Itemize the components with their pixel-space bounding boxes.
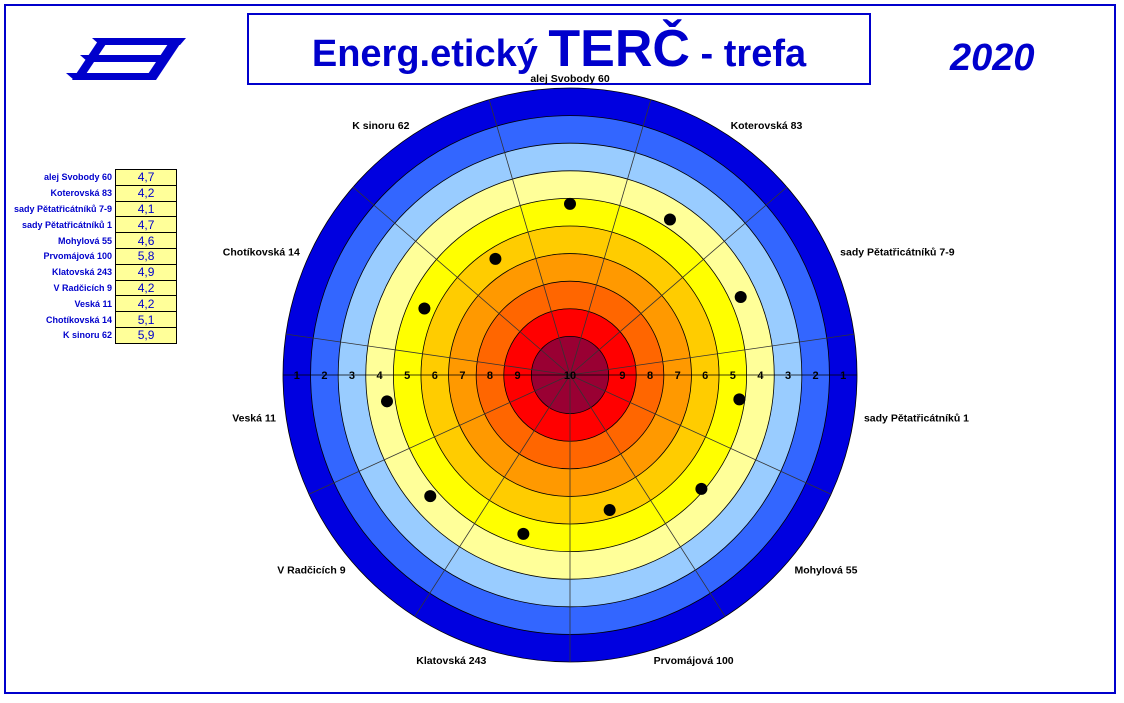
sector-label: Chotíkovská 14 bbox=[223, 247, 300, 259]
hit-marker bbox=[733, 393, 746, 406]
hit-marker bbox=[564, 197, 576, 210]
row-label: Chotíkovská 14 bbox=[46, 314, 113, 325]
hit-marker bbox=[489, 252, 502, 265]
ring-number-label: 6 bbox=[702, 370, 708, 382]
row-label: V Radčicích 9 bbox=[53, 282, 113, 293]
ring-number-label: 2 bbox=[321, 370, 327, 382]
ring-number-label: 3 bbox=[349, 370, 355, 382]
score-table: alej Svobody 60 4,7 Koterovská 83 4,2 sady P… bbox=[14, 169, 178, 344]
ring-number-label: 5 bbox=[404, 370, 410, 382]
sector-divider bbox=[414, 374, 571, 617]
row-label: alej Svobody 60 bbox=[44, 172, 113, 183]
table-row: alej Svobody 60 4,7 bbox=[14, 169, 178, 186]
row-value: 4,7 bbox=[115, 169, 178, 186]
table-row: K sinoru 62 5,9 bbox=[14, 326, 178, 344]
ring-number-label: 4 bbox=[757, 370, 764, 382]
sector-divider bbox=[352, 186, 571, 376]
ring-number-label: 3 bbox=[785, 370, 791, 382]
page-title: Energ.etický TERČ - trefa bbox=[247, 13, 871, 85]
row-value: 4,2 bbox=[115, 184, 178, 202]
sector-label: sady Pětatřicátníků 7-9 bbox=[840, 247, 955, 259]
year-label: 2020 bbox=[950, 37, 1035, 79]
row-label: sady Pětatřicátníků 1 bbox=[22, 219, 113, 230]
hit-marker bbox=[418, 302, 431, 315]
table-row: sady Pětatřicátníků 1 4,7 bbox=[14, 216, 178, 234]
row-value: 4,6 bbox=[115, 232, 178, 249]
sector-label: Koterovská 83 bbox=[731, 120, 803, 132]
table-row: V Radčicích 9 4,2 bbox=[14, 279, 178, 297]
row-value: 4,2 bbox=[115, 279, 178, 297]
ring-number-label: 8 bbox=[647, 370, 653, 382]
ring-number-label: 9 bbox=[619, 370, 625, 382]
sector-label: Prvomájová 100 bbox=[654, 655, 734, 667]
sector-divider bbox=[569, 99, 652, 376]
row-label: Klatovská 243 bbox=[52, 267, 113, 278]
ring-number-label: 2 bbox=[813, 370, 819, 382]
sector-label: K sinoru 62 bbox=[352, 120, 409, 132]
row-label: sady Pětatřicátníků 7-9 bbox=[14, 203, 113, 214]
hit-marker bbox=[734, 291, 747, 304]
hit-marker bbox=[663, 213, 676, 226]
row-value: 4,7 bbox=[115, 216, 178, 234]
sector-divider bbox=[569, 186, 788, 376]
energy-e-logo bbox=[66, 38, 186, 80]
title-part-1: Energ.etický bbox=[311, 33, 549, 75]
row-label: Veská 11 bbox=[74, 298, 113, 309]
row-value: 5,9 bbox=[115, 326, 178, 344]
ring-number-label: 5 bbox=[730, 370, 736, 382]
ring-number-label: 7 bbox=[459, 370, 465, 382]
hit-marker bbox=[603, 504, 616, 517]
hit-marker bbox=[424, 490, 437, 503]
row-value: 5,8 bbox=[115, 247, 178, 265]
ring-number-label: 10 bbox=[564, 370, 576, 382]
row-label: Koterovská 83 bbox=[50, 188, 113, 199]
ring-number-label: 8 bbox=[487, 370, 493, 382]
ring-number-label: 7 bbox=[675, 370, 681, 382]
hit-marker bbox=[380, 395, 393, 408]
table-row: Koterovská 83 4,2 bbox=[14, 184, 178, 202]
row-value: 4,2 bbox=[115, 295, 178, 313]
sector-divider bbox=[285, 333, 571, 376]
sector-label: sady Pětatřicátníků 1 bbox=[864, 412, 969, 424]
hit-marker bbox=[695, 482, 708, 495]
table-row: Prvomájová 100 5,8 bbox=[14, 247, 178, 265]
row-label: Prvomájová 100 bbox=[43, 251, 113, 262]
ring-number-label: 1 bbox=[294, 370, 300, 382]
ring-number-label: 4 bbox=[377, 370, 384, 382]
sector-divider bbox=[488, 99, 571, 376]
row-label: Mohylová 55 bbox=[58, 235, 113, 246]
table-row: Veská 11 4,2 bbox=[14, 295, 178, 313]
table-row: Klatovská 243 4,9 bbox=[14, 263, 178, 281]
title-part-2: TERČ bbox=[548, 20, 690, 78]
table-row: Mohylová 55 4,6 bbox=[14, 232, 178, 249]
title-part-3: - trefa bbox=[689, 33, 807, 75]
outer-frame bbox=[4, 4, 1116, 694]
ring-number-label: 6 bbox=[432, 370, 438, 382]
ring-number-label: 1 bbox=[840, 370, 846, 382]
hit-marker bbox=[517, 527, 530, 540]
sector-divider bbox=[569, 374, 726, 617]
sector-divider bbox=[308, 374, 571, 495]
row-value: 4,9 bbox=[115, 263, 178, 281]
sector-label: V Radčicích 9 bbox=[277, 564, 345, 576]
sector-label: Mohylová 55 bbox=[794, 564, 857, 576]
sector-label: Veská 11 bbox=[232, 412, 276, 424]
row-label: K sinoru 62 bbox=[63, 330, 113, 341]
sector-label: alej Svobody 60 bbox=[530, 73, 610, 85]
ring-number-label: 9 bbox=[515, 370, 521, 382]
sector-divider bbox=[569, 333, 855, 376]
sector-label: Klatovská 243 bbox=[416, 655, 486, 667]
sector-divider bbox=[569, 374, 832, 495]
